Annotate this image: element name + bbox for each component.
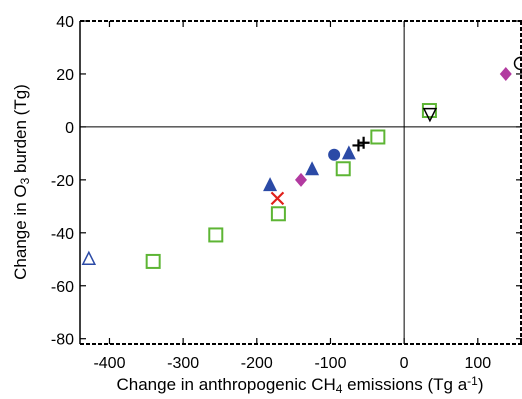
filled-diamond-marker xyxy=(295,172,307,187)
x-axis-title-superscript: -1 xyxy=(467,374,478,388)
x-tick-label: -300 xyxy=(167,355,199,372)
y-tick-label: 0 xyxy=(65,120,74,137)
filled-triangle-marker xyxy=(263,177,278,192)
open-triangle-marker xyxy=(81,250,97,266)
open-square-marker xyxy=(145,253,161,269)
y-axis-title: Change in O3 burden (Tg) xyxy=(11,84,32,280)
x-axis-title-rest: emissions (Tg a xyxy=(342,375,467,394)
y-axis-title-subscript: 3 xyxy=(18,177,32,184)
data-points xyxy=(81,56,522,269)
x-axis-title: Change in anthropogenic CH4 emissions (T… xyxy=(117,374,484,396)
open-square-marker xyxy=(208,227,224,243)
x-marker xyxy=(270,191,285,206)
filled-triangle-marker xyxy=(341,145,356,160)
y-axis-title-rest: burden (Tg) xyxy=(11,84,30,178)
y-tick-label: 40 xyxy=(56,14,74,31)
x-axis-title-end: ) xyxy=(478,375,484,394)
y-tick-label: -80 xyxy=(51,332,74,349)
plot-frame xyxy=(79,20,522,345)
x-tick-label: -400 xyxy=(93,355,125,372)
y-tick-label: -60 xyxy=(51,279,74,296)
filled-triangle-marker xyxy=(305,161,320,176)
x-tick-label: 0 xyxy=(400,355,409,372)
filled-circle-marker xyxy=(328,148,341,161)
open-square-marker xyxy=(335,161,351,177)
y-tick-label: -40 xyxy=(51,226,74,243)
filled-diamond-marker xyxy=(499,66,512,81)
x-axis-title-subscript: 4 xyxy=(336,382,343,396)
y-tick-labels: -80 -60 -40 -20 0 20 40 xyxy=(51,14,74,349)
y-axis-title-main: Change in O xyxy=(11,184,30,279)
x-tick-labels: -400 -300 -200 -100 0 100 xyxy=(93,355,491,372)
open-square-marker xyxy=(421,103,437,119)
plus-marker xyxy=(357,136,370,149)
open-circle-marker xyxy=(513,56,522,71)
x-axis-title-main: Change in anthropogenic CH xyxy=(117,375,336,394)
plus-marker xyxy=(352,139,365,152)
open-square-marker xyxy=(370,129,386,145)
x-tick-label: -200 xyxy=(241,355,273,372)
x-tick-label: -100 xyxy=(314,355,346,372)
axis-ticks xyxy=(80,20,522,344)
y-tick-label: 20 xyxy=(56,67,74,84)
y-tick-label: -20 xyxy=(51,173,74,190)
open-square-marker xyxy=(270,206,286,222)
x-tick-label: 100 xyxy=(464,355,491,372)
reference-lines xyxy=(80,21,522,344)
open-down-triangle-marker xyxy=(422,107,438,123)
